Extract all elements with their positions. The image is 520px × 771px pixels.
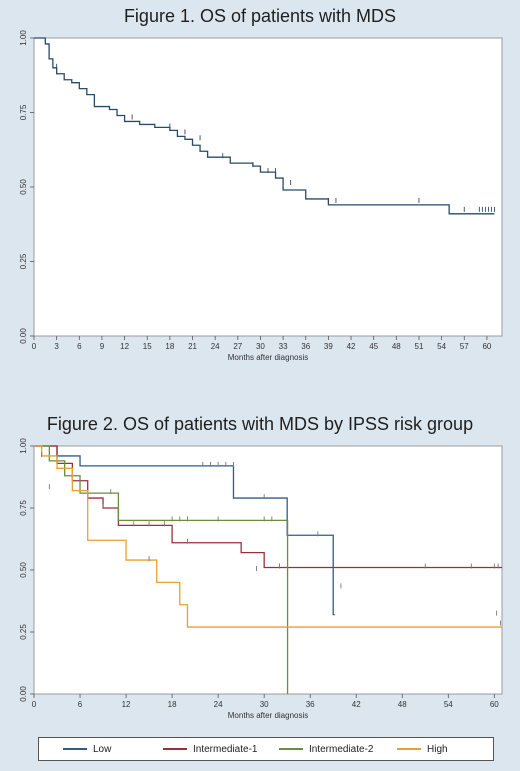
plot-area [33, 445, 503, 695]
x-tick-label: 9 [100, 342, 105, 351]
figure-1-panel: Figure 1. OS of patients with MDS 0.00 0.… [0, 0, 520, 385]
x-tick-label: 54 [444, 700, 453, 709]
series-line-high [34, 445, 502, 628]
x-tick-label: 21 [188, 342, 197, 351]
y-tick-label: 1.00 [19, 438, 28, 454]
y-tick-label: 0.25 [19, 253, 28, 269]
figure-2-title: Figure 2. OS of patients with MDS by IPS… [46, 414, 474, 434]
x-tick-label: 54 [437, 342, 446, 351]
x-tick-label: 30 [256, 342, 265, 351]
series-line-intermediate-2 [34, 445, 289, 694]
y-tick-label: 0.75 [19, 104, 28, 120]
x-tick-label: 30 [260, 700, 269, 709]
x-tick-label: 27 [233, 342, 242, 351]
legend-item-intermediate-2: Intermediate-2 [279, 738, 373, 760]
legend-item-high: High [397, 738, 448, 760]
legend-swatch-intermediate-1 [163, 748, 187, 750]
x-tick-label: 48 [392, 342, 401, 351]
legend-item-low: Low [63, 738, 111, 760]
figure-2-legend: Low Intermediate-1 Intermediate-2 High [38, 737, 494, 761]
y-tick-label: 0.50 [19, 562, 28, 578]
x-tick-label: 42 [352, 700, 361, 709]
x-tick-label: 18 [168, 700, 177, 709]
y-tick-label: 0.00 [19, 686, 28, 702]
y-tick-label: 0.50 [19, 179, 28, 195]
y-tick-label: 0.25 [19, 624, 28, 640]
x-tick-label: 0 [32, 700, 37, 709]
x-tick-label: 0 [32, 342, 37, 351]
x-tick-label: 36 [301, 342, 310, 351]
x-tick-label: 6 [78, 700, 83, 709]
series-line-intermediate-1 [34, 445, 502, 569]
legend-swatch-low [63, 748, 87, 750]
x-axis-label: Months after diagnosis [228, 711, 309, 720]
x-axis-label: Months after diagnosis [228, 353, 309, 362]
x-tick-label: 60 [482, 342, 491, 351]
x-tick-label: 12 [120, 342, 129, 351]
y-tick-label: 1.00 [19, 30, 28, 46]
x-tick-label: 60 [490, 700, 499, 709]
x-tick-label: 15 [143, 342, 152, 351]
x-tick-label: 12 [122, 700, 131, 709]
legend-label-low: Low [93, 743, 112, 755]
figure-1-title: Figure 1. OS of patients with MDS [123, 6, 397, 26]
x-tick-label: 18 [165, 342, 174, 351]
legend-label-intermediate-2: Intermediate-2 [309, 743, 374, 755]
legend-swatch-high [397, 748, 421, 750]
x-tick-label: 33 [279, 342, 288, 351]
figure-2-chart: 0.00 0.25 0.50 0.75 1.00 0 6 12 18 24 30 36 42 48 54 60… [19, 438, 503, 720]
y-tick-label: 0.00 [19, 328, 28, 344]
legend-label-intermediate-1: Intermediate-1 [193, 743, 258, 755]
x-tick-label: 45 [369, 342, 378, 351]
x-tick-label: 36 [306, 700, 315, 709]
x-tick-label: 24 [214, 700, 223, 709]
figure-1-chart: 0.000.250.500.751.000 3 6 9 12 15 18 21 24 27 30 33… [19, 30, 503, 362]
x-tick-label: 51 [415, 342, 424, 351]
x-tick-label: 48 [398, 700, 407, 709]
figure-2-panel: Figure 2. OS of patients with MDS by IPS… [0, 392, 520, 771]
x-tick-label: 24 [211, 342, 220, 351]
y-tick-label: 0.75 [19, 500, 28, 516]
series-line-survival [34, 37, 495, 215]
x-tick-label: 42 [347, 342, 356, 351]
plot-area [33, 37, 503, 337]
x-tick-label: 57 [460, 342, 469, 351]
x-tick-label: 6 [77, 342, 82, 351]
legend-item-intermediate-1: Intermediate-1 [163, 738, 257, 760]
x-tick-label: 39 [324, 342, 333, 351]
legend-label-high: High [427, 743, 448, 755]
legend-swatch-intermediate-2 [279, 748, 303, 750]
x-tick-label: 3 [54, 342, 59, 351]
